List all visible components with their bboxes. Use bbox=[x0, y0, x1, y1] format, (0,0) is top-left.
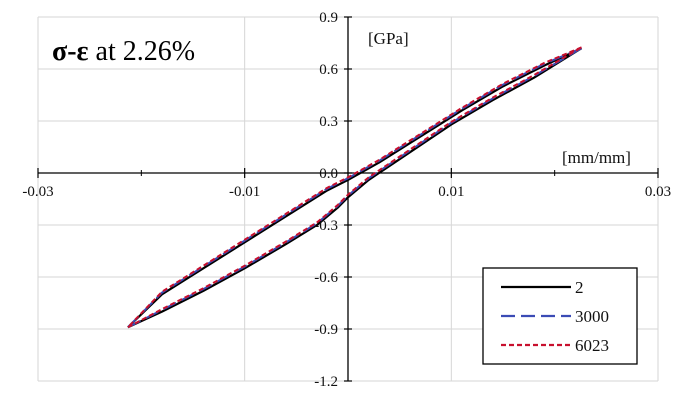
legend: 2 3000 6023 bbox=[482, 267, 638, 365]
y-tick-label-3: 0.0 bbox=[319, 166, 338, 182]
axes bbox=[37, 16, 659, 382]
legend-label-6023: 6023 bbox=[575, 336, 609, 355]
legend-label-2: 2 bbox=[575, 278, 584, 297]
x-tick-label-3: 0.03 bbox=[645, 184, 671, 200]
y-tick-label-7: -1.2 bbox=[314, 374, 338, 390]
y-tick-label-5: -0.6 bbox=[314, 270, 338, 286]
y-tick-label-1: 0.6 bbox=[319, 62, 338, 78]
tick-labels: -0.03 -0.01 0.01 0.03 0.9 0.6 0.3 0.0 -0.3 -0.6 -0… bbox=[22, 10, 671, 390]
chart-title-suffix: at 2.26% bbox=[89, 36, 196, 67]
y-unit-label: [GPa] bbox=[368, 29, 409, 48]
series-6023-loading-branch bbox=[127, 46, 583, 329]
series-2-loading-branch bbox=[127, 47, 583, 329]
series-lines bbox=[127, 46, 583, 329]
series-2 bbox=[127, 47, 583, 329]
x-unit-label: [mm/mm] bbox=[562, 148, 631, 167]
series-6023 bbox=[127, 46, 583, 329]
series-2-unloading-branch bbox=[127, 47, 582, 329]
legend-label-3000: 3000 bbox=[575, 307, 609, 326]
chart-title-symbol: σ-ε bbox=[52, 36, 89, 67]
y-tick-label-2: 0.3 bbox=[319, 114, 338, 130]
x-tick-label-2: 0.01 bbox=[438, 184, 464, 200]
y-tick-label-0: 0.9 bbox=[319, 10, 338, 26]
series-6023-unloading-branch bbox=[127, 46, 582, 328]
chart-title: σ-ε at 2.26% bbox=[52, 36, 195, 67]
y-tick-label-6: -0.9 bbox=[314, 322, 338, 338]
x-tick-label-0: -0.03 bbox=[22, 184, 53, 200]
y-tick-label-4: -0.3 bbox=[314, 218, 338, 234]
x-tick-label-1: -0.01 bbox=[229, 184, 260, 200]
